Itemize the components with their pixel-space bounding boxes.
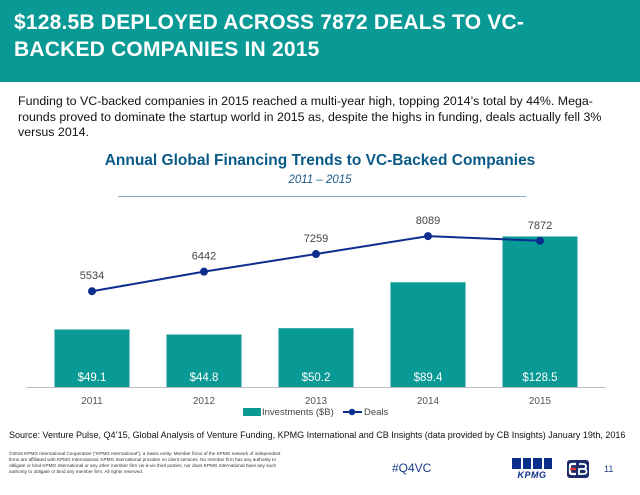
combo-chart: $49.1 $44.8 $50.2 $89.4 $128.5 2011 2012 2013 20… <box>26 215 606 418</box>
legend-swatch-investments <box>243 408 261 416</box>
bar-2015 <box>502 236 578 387</box>
deals-point-2011 <box>88 287 96 296</box>
intro-paragraph: Funding to VC-backed companies in 2015 r… <box>18 94 602 139</box>
legend-label-deals: Deals <box>364 407 389 418</box>
title-divider <box>118 196 526 197</box>
hashtag: #Q4VC <box>392 461 432 475</box>
bar-2014 <box>390 282 466 387</box>
x-tick-2015: 2015 <box>529 396 552 407</box>
deals-point-2014 <box>424 232 432 241</box>
deals-label-2015: 7872 <box>528 220 552 232</box>
bar-label-2015: $128.5 <box>522 372 557 384</box>
legend-swatch-deals-marker <box>348 408 356 416</box>
chart-title: Annual Global Financing Trends to VC-Bac… <box>104 152 536 169</box>
deals-point-2015 <box>536 236 544 245</box>
kpmg-logo-text: KPMG <box>517 470 547 480</box>
copyright-disclaimer: ©2016 KPMG International Cooperative (“K… <box>9 451 281 475</box>
deals-label-2012: 6442 <box>192 251 216 263</box>
header-banner: $128.5B DEPLOYED ACROSS 7872 DEALS TO VC… <box>0 0 640 82</box>
page-number: 11 <box>604 464 614 474</box>
x-tick-2014: 2014 <box>417 396 440 407</box>
legend-label-investments: Investments ($B) <box>262 407 334 418</box>
bar-2011 <box>54 329 130 387</box>
bar-2013 <box>278 328 354 387</box>
x-tick-2011: 2011 <box>81 396 103 407</box>
deals-point-2013 <box>312 250 320 259</box>
chart-subtitle: 2011 – 2015 <box>288 174 352 186</box>
kpmg-logo-blocks <box>512 458 552 469</box>
deals-point-2012 <box>200 267 208 276</box>
kpmg-logo: KPMG <box>510 458 554 482</box>
x-tick-2013: 2013 <box>305 396 328 407</box>
cb-insights-icon <box>567 460 589 478</box>
deals-label-2014: 8089 <box>416 215 440 227</box>
bar-label-2013: $50.2 <box>302 372 331 384</box>
x-tick-2012: 2012 <box>193 396 216 407</box>
bar-label-2012: $44.8 <box>190 372 219 384</box>
bar-2012 <box>166 334 242 387</box>
page-title: $128.5B DEPLOYED ACROSS 7872 DEALS TO VC… <box>14 11 525 61</box>
bar-label-2011: $49.1 <box>78 372 107 384</box>
deals-label-2013: 7259 <box>304 233 328 245</box>
deals-label-2011: 5534 <box>80 270 104 282</box>
source-note: Source: Venture Pulse, Q4’15, Global Ana… <box>9 430 626 440</box>
bar-label-2014: $89.4 <box>414 372 443 384</box>
